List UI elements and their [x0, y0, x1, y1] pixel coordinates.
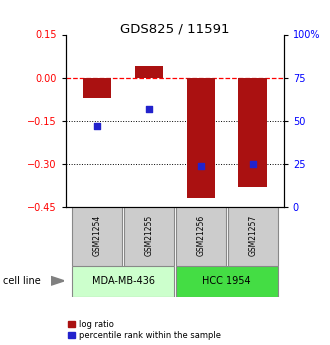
Point	[146, 106, 151, 111]
Bar	[124, 207, 174, 266]
Text: HCC 1954: HCC 1954	[202, 276, 251, 286]
Point	[250, 161, 255, 167]
Bar	[238, 78, 267, 187]
Polygon shape	[51, 276, 64, 285]
Text: cell line: cell line	[3, 276, 41, 286]
Bar	[83, 78, 112, 98]
Bar	[228, 207, 278, 266]
Bar	[176, 207, 226, 266]
Legend: log ratio, percentile rank within the sample: log ratio, percentile rank within the sa…	[67, 319, 221, 341]
Point	[198, 163, 204, 168]
Text: GDS825 / 11591: GDS825 / 11591	[120, 22, 230, 36]
Text: GSM21257: GSM21257	[248, 215, 257, 256]
Bar	[72, 207, 122, 266]
Bar	[72, 266, 174, 297]
Text: GSM21256: GSM21256	[196, 215, 205, 256]
Text: MDA-MB-436: MDA-MB-436	[91, 276, 154, 286]
Bar	[176, 266, 278, 297]
Point	[94, 123, 100, 129]
Bar	[186, 78, 215, 198]
Text: GSM21254: GSM21254	[93, 215, 102, 256]
Bar	[135, 66, 163, 78]
Text: GSM21255: GSM21255	[145, 215, 153, 256]
